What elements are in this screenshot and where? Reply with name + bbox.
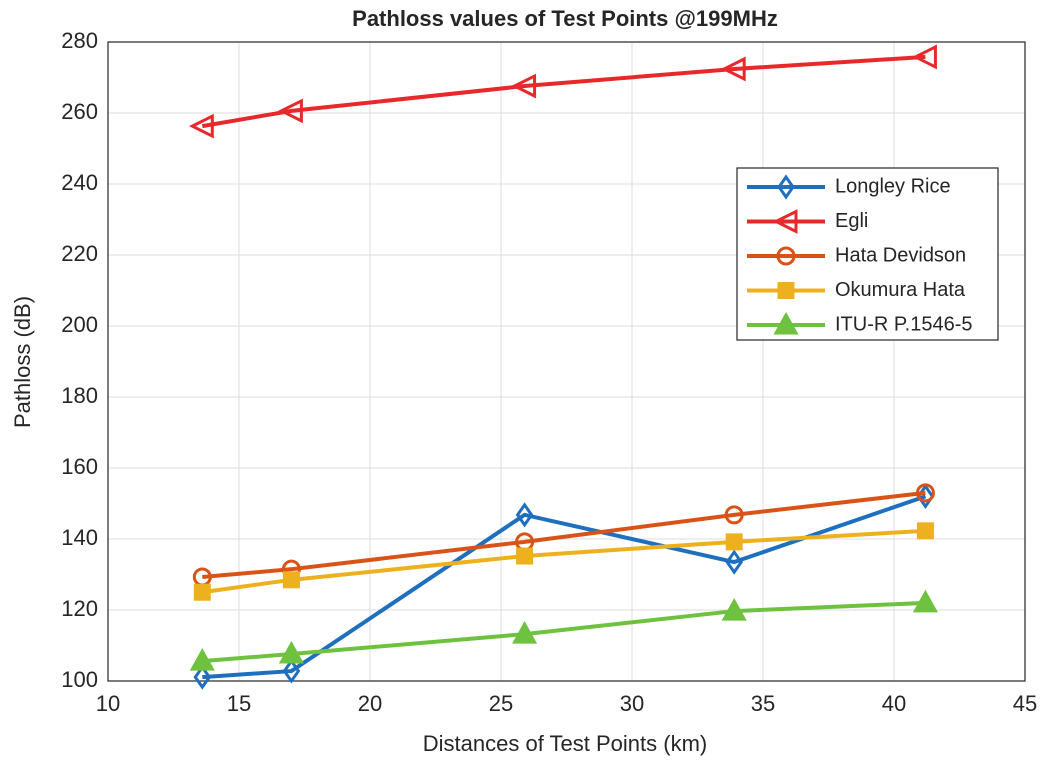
marker	[912, 44, 937, 70]
marker	[282, 658, 301, 684]
x-tick-label: 40	[882, 691, 906, 716]
y-tick-label: 220	[61, 241, 98, 266]
line	[201, 54, 926, 129]
y-axis-label: Pathloss (dB)	[10, 296, 35, 428]
line	[202, 528, 926, 595]
line	[202, 490, 926, 579]
marker	[516, 547, 534, 565]
marker	[721, 597, 747, 621]
legend-marker	[772, 209, 798, 234]
marker	[189, 648, 215, 671]
marker	[512, 621, 538, 644]
series	[192, 483, 935, 587]
x-tick-label: 15	[227, 691, 251, 716]
series	[193, 483, 935, 690]
y-tick-label: 280	[61, 28, 98, 53]
marker	[193, 583, 211, 601]
x-tick-label: 20	[358, 691, 382, 716]
y-tick-label: 200	[61, 312, 98, 337]
x-tick-label: 35	[751, 691, 775, 716]
y-tick-label: 180	[61, 383, 98, 408]
legend-marker	[776, 246, 796, 266]
x-tick-label: 30	[620, 691, 644, 716]
legend-marker	[777, 174, 795, 200]
legend-marker	[777, 282, 795, 299]
x-tick-label: 45	[1013, 691, 1037, 716]
marker	[725, 549, 744, 575]
legend-marker	[773, 311, 799, 335]
y-tick-label: 100	[61, 667, 98, 692]
legend-label: Egli	[835, 210, 868, 232]
marker	[724, 505, 744, 525]
y-tick-label: 160	[61, 454, 98, 479]
marker	[282, 571, 300, 589]
line	[202, 600, 926, 664]
x-axis-label: Distances of Test Points (km)	[423, 731, 707, 756]
marker	[915, 483, 935, 503]
marker	[725, 533, 743, 551]
marker	[515, 502, 534, 528]
marker	[188, 113, 214, 139]
series	[188, 44, 937, 139]
marker	[278, 98, 303, 124]
line	[202, 494, 927, 680]
legend-label: Hata Devidson	[835, 244, 966, 266]
marker	[278, 640, 304, 664]
y-tick-label: 240	[61, 170, 98, 195]
plot-frame	[107, 41, 1026, 682]
x-tick-label: 25	[489, 691, 513, 716]
chart-title: Pathloss values of Test Points @199MHz	[352, 6, 778, 31]
y-tick-label: 140	[61, 525, 98, 550]
marker	[511, 73, 537, 99]
marker	[720, 56, 746, 82]
marker	[193, 664, 212, 690]
marker	[916, 522, 934, 540]
legend-label: Okumura Hata	[835, 279, 966, 301]
y-tick-label: 120	[61, 596, 98, 621]
series	[193, 522, 934, 601]
legend-label: ITU-R P.1546-5	[835, 313, 972, 335]
y-tick-label: 260	[61, 99, 98, 124]
marker	[912, 589, 938, 613]
legend-label: Longley Rice	[835, 175, 951, 197]
series	[189, 589, 938, 671]
x-tick-label: 10	[96, 691, 120, 716]
